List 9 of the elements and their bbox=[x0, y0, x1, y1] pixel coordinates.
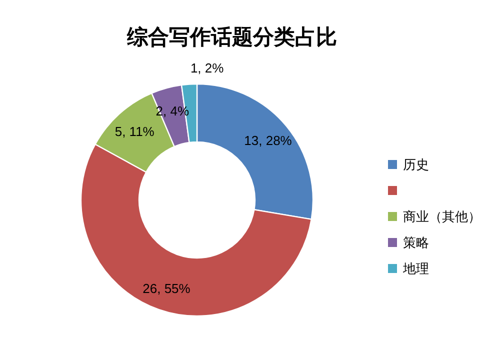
legend-label: 策略 bbox=[403, 235, 429, 250]
legend-label: 地理 bbox=[402, 261, 429, 276]
data-label: 13, 28% bbox=[244, 132, 292, 148]
data-label: 5, 11% bbox=[114, 124, 155, 140]
legend-label: 商业（其他） bbox=[403, 209, 481, 224]
chart-title: 综合写作话题分类占比 bbox=[126, 25, 337, 49]
data-label: 26, 55% bbox=[142, 280, 191, 296]
legend-label: 历史 bbox=[403, 157, 429, 172]
data-label: 1, 2% bbox=[190, 60, 224, 76]
